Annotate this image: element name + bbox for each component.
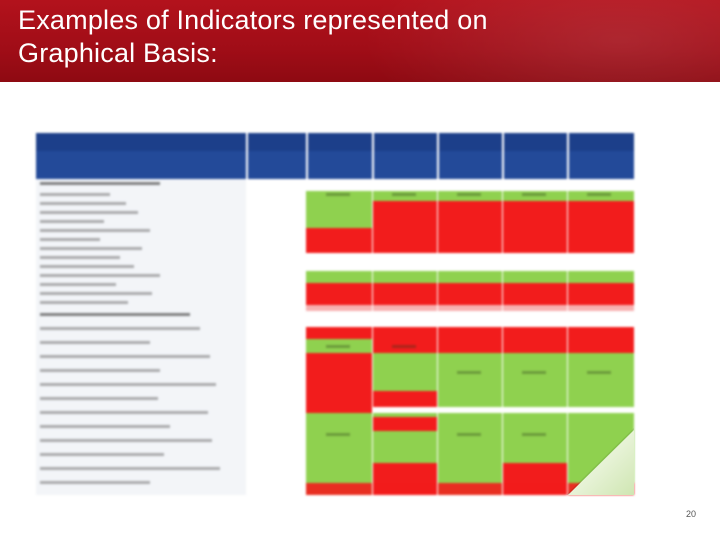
- blurred-text: [40, 238, 100, 241]
- indicator-cell-bad: [372, 417, 438, 431]
- blurred-text: [40, 301, 128, 304]
- blurred-value: [392, 193, 416, 196]
- indicator-cell-bad: [306, 483, 634, 495]
- blurred-text: [40, 383, 216, 386]
- blurred-text: [40, 211, 138, 214]
- blurred-text: [40, 467, 220, 470]
- blurred-text: [40, 247, 142, 250]
- blurred-value: [457, 193, 481, 196]
- blurred-text: [40, 229, 150, 232]
- spreadsheet-header-row-2: [36, 151, 634, 179]
- indicator-cell-good: [306, 339, 372, 353]
- blurred-text: [40, 439, 212, 442]
- slide-title: Examples of Indicators represented on Gr…: [18, 4, 658, 70]
- blurred-text: [40, 292, 152, 295]
- blurred-value: [522, 193, 546, 196]
- slide-title-line-1: Examples of Indicators represented on: [18, 5, 488, 35]
- blurred-text: [40, 193, 110, 196]
- indicator-cell-good: [372, 271, 634, 283]
- section-header-gap: [306, 311, 634, 319]
- grid-line: [567, 179, 568, 495]
- blurred-text: [40, 481, 150, 484]
- blurred-value: [522, 433, 546, 436]
- blurred-text: [40, 355, 210, 358]
- indicator-cell-bad: [372, 391, 438, 407]
- blurred-text: [40, 327, 200, 330]
- blurred-value: [326, 193, 350, 196]
- blurred-value: [457, 371, 481, 374]
- blurred-text: [40, 274, 160, 277]
- blurred-text: [40, 369, 160, 372]
- blurred-text: [40, 182, 160, 185]
- blurred-value: [392, 345, 416, 348]
- indicator-cell-bad: [306, 228, 372, 253]
- blurred-value: [326, 433, 350, 436]
- grid-line: [372, 179, 373, 495]
- blurred-value: [326, 345, 350, 348]
- indicator-cell-good: [306, 191, 634, 201]
- indicator-spreadsheet-image: [36, 133, 634, 495]
- blurred-text: [40, 341, 150, 344]
- blurred-text: [40, 425, 170, 428]
- benchmark-column: [246, 179, 306, 495]
- title-bar-highlight: [360, 0, 720, 82]
- section-divider: [306, 305, 634, 311]
- blurred-text: [40, 256, 120, 259]
- indicator-cell-bad: [306, 353, 372, 413]
- blurred-text: [40, 313, 190, 316]
- indicator-cell-good: [306, 413, 634, 463]
- blurred-text: [40, 453, 164, 456]
- blurred-value: [457, 433, 481, 436]
- title-bar: Examples of Indicators represented on Gr…: [0, 0, 720, 82]
- blurred-text: [40, 283, 116, 286]
- blurred-text: [40, 202, 126, 205]
- indicator-cell-blank: [306, 253, 372, 271]
- slide-page-number: 20: [685, 509, 696, 519]
- indicator-cell-bad: [306, 283, 634, 305]
- blurred-value: [587, 193, 611, 196]
- label-column: [36, 179, 246, 495]
- blurred-text: [40, 411, 208, 414]
- grid-line: [502, 179, 503, 495]
- indicator-cell-bad: [372, 201, 634, 253]
- indicator-cell-good: [437, 391, 634, 407]
- grid-line: [437, 179, 438, 495]
- slide-title-line-2: Graphical Basis:: [18, 38, 218, 68]
- blurred-text: [40, 397, 158, 400]
- blurred-text: [40, 265, 134, 268]
- spreadsheet-header-row-1: [36, 133, 634, 151]
- blurred-value: [522, 371, 546, 374]
- blurred-text: [40, 220, 104, 223]
- blurred-value: [587, 371, 611, 374]
- indicator-cell-good: [306, 271, 372, 283]
